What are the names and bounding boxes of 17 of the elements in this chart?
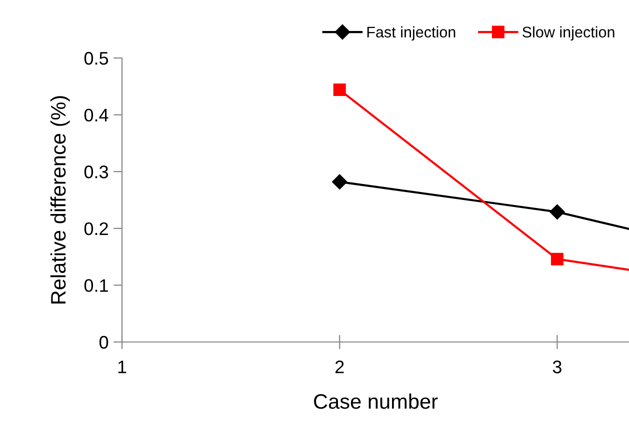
y-tick-label: 0.3 (84, 166, 108, 178)
point (333, 84, 346, 96)
legend-label: Fast injection (367, 26, 456, 41)
point (550, 204, 565, 220)
point (332, 174, 348, 190)
x-tick-label: 2 (335, 360, 344, 374)
y-tick-label: 0.2 (84, 222, 108, 236)
x-tick-label: 3 (552, 360, 562, 374)
y-tick-label: 0 (99, 336, 108, 349)
legend-label: Slow injection (522, 26, 614, 41)
y-tick-label: 0.5 (84, 52, 108, 65)
y-tick-label: 0.4 (84, 108, 108, 122)
x-axis-title: Case number (314, 394, 438, 409)
point (550, 252, 564, 266)
y-axis-title: Relative difference (%) (50, 96, 70, 304)
y-tick-label: 0.1 (84, 279, 108, 292)
x-tick-label: 1 (118, 360, 126, 374)
